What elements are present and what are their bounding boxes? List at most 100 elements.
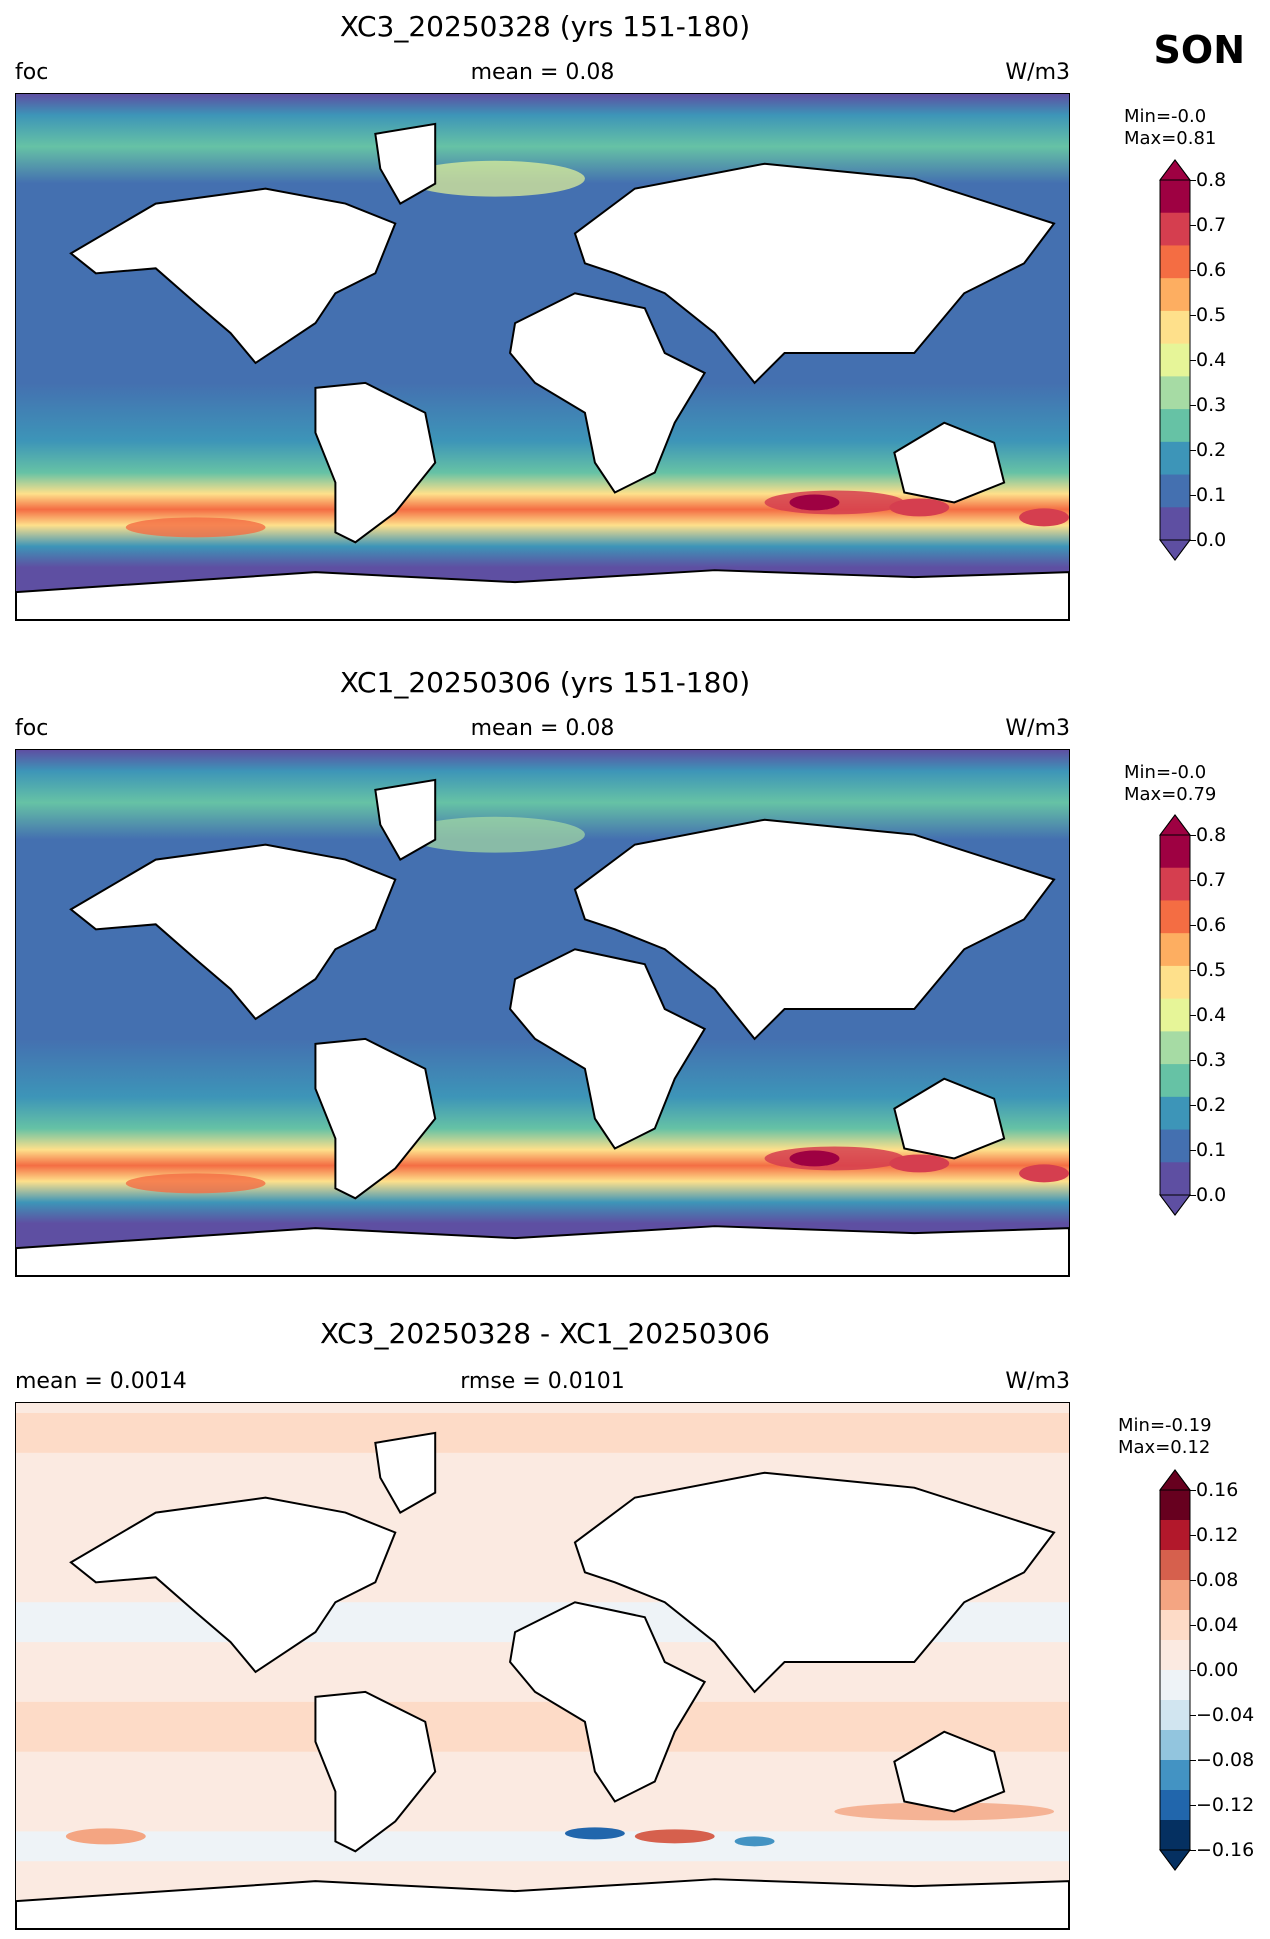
panel-3-map: [15, 1402, 1070, 1930]
colorbar-segment: [1160, 1820, 1190, 1851]
colorbar-segment: [1160, 1670, 1190, 1701]
colorbar-max-extension: [1159, 159, 1191, 181]
colorbar-segment: [1160, 343, 1190, 377]
colorbar-tick-mark: [1190, 1715, 1196, 1716]
colorbar-tick-label: 0.5: [1196, 304, 1227, 326]
panel-3-rmse-label: rmse = 0.0101: [460, 1369, 625, 1394]
panel-2-mean-label: mean = 0.08: [470, 716, 615, 741]
colorbar-min-extension: [1159, 1849, 1191, 1871]
panel-3-mean-label: mean = 0.0014: [15, 1369, 187, 1394]
colorbar-segment: [1160, 278, 1190, 312]
panel-1-min-stat: Min=-0.0: [1124, 106, 1207, 127]
colorbar-tick-mark: [1190, 1625, 1196, 1626]
colorbar-tick-mark: [1190, 1490, 1196, 1491]
colorbar-tick-label: 0.8: [1196, 824, 1227, 846]
panel-2-colorbar: [1159, 814, 1191, 1216]
colorbar-tick-mark: [1190, 1105, 1196, 1106]
colorbar-tick-label: 0.16: [1196, 1479, 1239, 1501]
colorbar-tick-mark: [1190, 1850, 1196, 1851]
panel-2-map: [15, 749, 1070, 1277]
panel-2-title: XC1_20250306 (yrs 151-180): [339, 666, 751, 699]
panel-2-min-stat: Min=-0.0: [1124, 762, 1207, 783]
colorbar-segment: [1160, 1550, 1190, 1581]
colorbar-segment: [1160, 1064, 1190, 1098]
panel-1-max-stat: Max=0.81: [1124, 128, 1217, 149]
colorbar-tick-label: 0.0: [1196, 529, 1227, 551]
colorbar-tick-label: 0.3: [1196, 1049, 1227, 1071]
colorbar-segment: [1160, 1129, 1190, 1163]
colorbar-segment: [1160, 1096, 1190, 1131]
colorbar-segment: [1160, 441, 1190, 476]
colorbar-tick-label: 0.6: [1196, 914, 1227, 936]
season-label: SON: [1153, 28, 1245, 72]
colorbar-tick-mark: [1190, 315, 1196, 316]
colorbar-segment: [1160, 1730, 1190, 1761]
panel-3-title: XC3_20250328 - XC1_20250306: [320, 1317, 770, 1350]
colorbar-tick-label: −0.16: [1196, 1839, 1255, 1861]
panel-3-max-stat: Max=0.12: [1118, 1437, 1211, 1458]
colorbar-segment: [1160, 1162, 1190, 1196]
colorbar-tick-label: −0.08: [1196, 1749, 1255, 1771]
colorbar-segment: [1160, 998, 1190, 1032]
colorbar-max-extension: [1159, 814, 1191, 836]
colorbar-tick-mark: [1190, 360, 1196, 361]
colorbar-tick-label: 0.0: [1196, 1184, 1227, 1206]
colorbar-segment: [1160, 1610, 1190, 1641]
colorbar-tick-label: 0.4: [1196, 1004, 1227, 1026]
colorbar-segment: [1160, 1031, 1190, 1065]
panel-3-units-label: W/m3: [1005, 1369, 1070, 1394]
panel-2-max-stat: Max=0.79: [1124, 784, 1217, 805]
colorbar-segment: [1160, 507, 1190, 541]
colorbar-tick-label: 0.00: [1196, 1659, 1239, 1681]
colorbar-tick-mark: [1190, 1150, 1196, 1151]
panel-2-units-label: W/m3: [1005, 716, 1070, 741]
panel-3-colorbar: [1159, 1469, 1191, 1871]
colorbar-segment: [1160, 900, 1190, 934]
colorbar-tick-mark: [1190, 1805, 1196, 1806]
colorbar-segment: [1160, 376, 1190, 410]
colorbar-tick-label: 0.6: [1196, 259, 1227, 281]
colorbar-segment: [1160, 1520, 1190, 1551]
colorbar-tick-mark: [1190, 1760, 1196, 1761]
colorbar-tick-label: 0.1: [1196, 484, 1227, 506]
colorbar-tick-mark: [1190, 495, 1196, 496]
colorbar-segment: [1160, 212, 1190, 246]
colorbar-segment: [1160, 867, 1190, 901]
colorbar-tick-mark: [1190, 450, 1196, 451]
colorbar-segment: [1160, 1640, 1190, 1671]
colorbar-segment: [1160, 1790, 1190, 1821]
colorbar-segment: [1160, 1580, 1190, 1611]
colorbar-tick-label: 0.7: [1196, 214, 1227, 236]
colorbar-segment: [1160, 474, 1190, 508]
colorbar-tick-label: 0.8: [1196, 169, 1227, 191]
colorbar-tick-label: 0.3: [1196, 394, 1227, 416]
colorbar-tick-label: 0.7: [1196, 869, 1227, 891]
colorbar-segment: [1160, 310, 1190, 345]
colorbar-tick-mark: [1190, 1015, 1196, 1016]
colorbar-min-extension: [1159, 1194, 1191, 1216]
colorbar-segment: [1160, 965, 1190, 1000]
panel-1-units-label: W/m3: [1005, 60, 1070, 85]
colorbar-tick-label: 0.2: [1196, 1094, 1227, 1116]
colorbar-min-extension: [1159, 539, 1191, 561]
colorbar-segment: [1160, 835, 1190, 869]
colorbar-segment: [1160, 933, 1190, 967]
colorbar-tick-label: 0.2: [1196, 439, 1227, 461]
colorbar-tick-mark: [1190, 1535, 1196, 1536]
colorbar-segment: [1160, 1700, 1190, 1731]
panel-1-colorbar: [1159, 159, 1191, 561]
panel-1-variable-label: foc: [15, 60, 49, 85]
colorbar-tick-mark: [1190, 540, 1196, 541]
colorbar-segment: [1160, 245, 1190, 279]
colorbar-tick-mark: [1190, 1580, 1196, 1581]
colorbar-tick-label: 0.4: [1196, 349, 1227, 371]
colorbar-tick-mark: [1190, 270, 1196, 271]
colorbar-tick-label: 0.12: [1196, 1524, 1239, 1546]
panel-1-mean-label: mean = 0.08: [470, 60, 615, 85]
colorbar-segment: [1160, 180, 1190, 214]
colorbar-tick-label: 0.08: [1196, 1569, 1239, 1591]
colorbar-tick-mark: [1190, 970, 1196, 971]
colorbar-tick-mark: [1190, 835, 1196, 836]
colorbar-segment: [1160, 1490, 1190, 1521]
colorbar-tick-mark: [1190, 1060, 1196, 1061]
